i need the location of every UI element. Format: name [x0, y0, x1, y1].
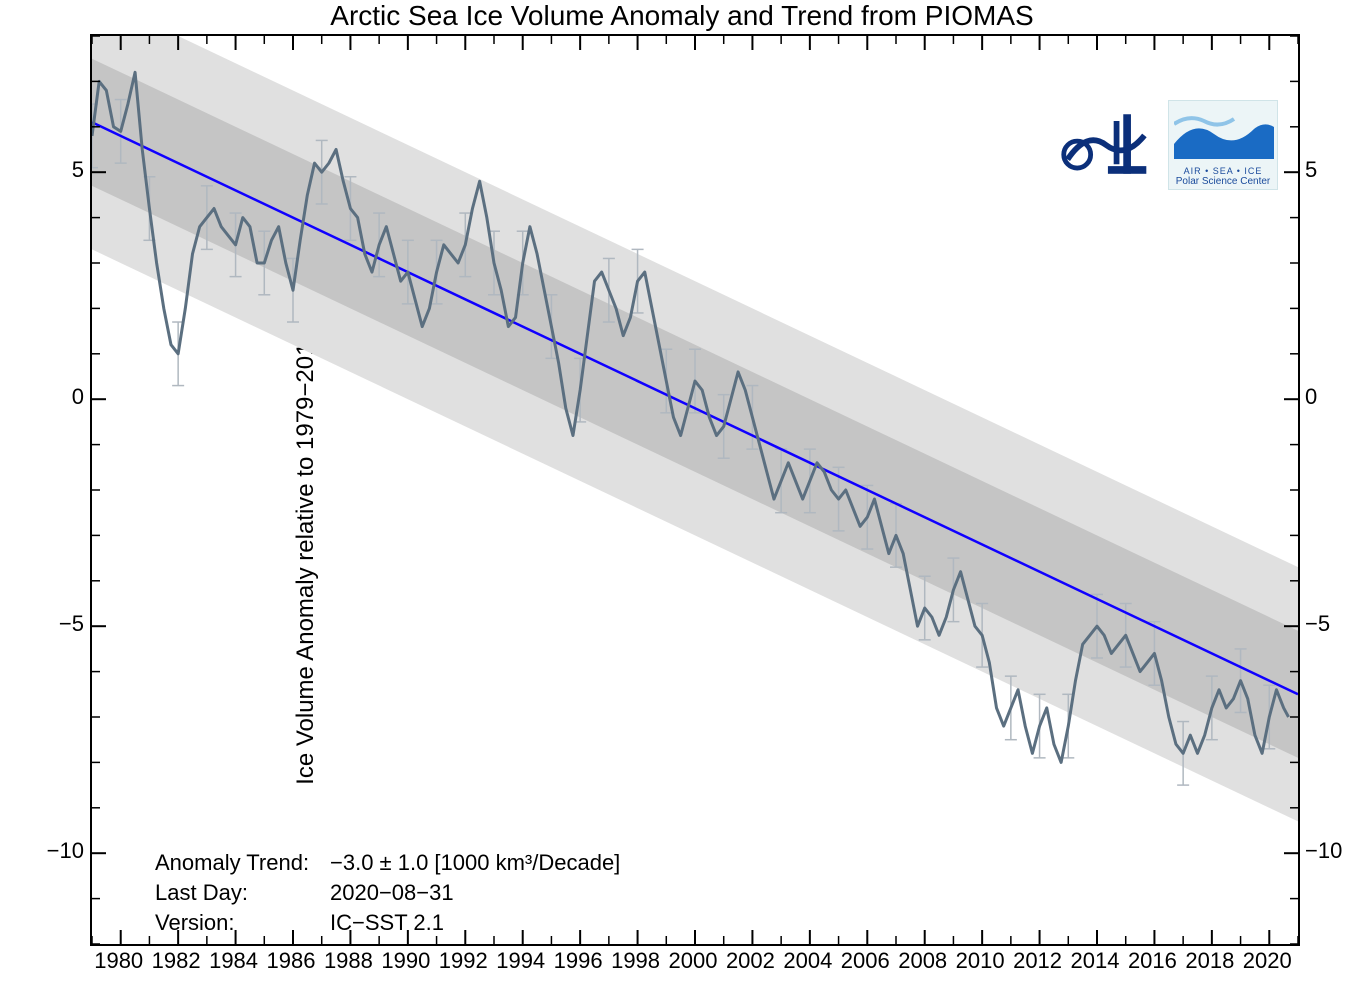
- apl-logo-icon: [1058, 106, 1154, 184]
- x-tick-label: 1986: [267, 948, 316, 974]
- info-lastday-value: 2020−08−31: [330, 880, 454, 906]
- x-tick-label: 2012: [1013, 948, 1062, 974]
- info-trend-label: Anomaly Trend:: [155, 850, 309, 876]
- x-tick-label: 1990: [381, 948, 430, 974]
- x-tick-label: 1998: [611, 948, 660, 974]
- x-tick-label: 2010: [956, 948, 1005, 974]
- plot-area: AIR • SEA • ICE Polar Science Center: [90, 34, 1300, 946]
- x-tick-label: 1994: [496, 948, 545, 974]
- y-tick-label-right: 0: [1305, 384, 1317, 410]
- x-tick-label: 2020: [1243, 948, 1292, 974]
- info-trend-value: −3.0 ± 1.0 [1000 km³/Decade]: [330, 850, 620, 876]
- x-tick-label: 2008: [898, 948, 947, 974]
- y-tick-label-left: −5: [59, 611, 84, 637]
- x-tick-label: 2006: [841, 948, 890, 974]
- chart-title: Arctic Sea Ice Volume Anomaly and Trend …: [0, 0, 1364, 32]
- x-tick-label: 1996: [554, 948, 603, 974]
- logo-container: AIR • SEA • ICE Polar Science Center: [1058, 100, 1278, 190]
- y-tick-label-left: 5: [72, 157, 84, 183]
- psc-wave-icon: [1174, 109, 1274, 159]
- info-version-label: Version:: [155, 910, 235, 936]
- y-tick-label-right: −5: [1305, 611, 1330, 637]
- psc-label-1: AIR • SEA • ICE: [1184, 166, 1263, 176]
- psc-logo-icon: AIR • SEA • ICE Polar Science Center: [1168, 100, 1278, 190]
- psc-label-2: Polar Science Center: [1176, 176, 1271, 187]
- x-tick-label: 1992: [439, 948, 488, 974]
- x-tick-label: 2000: [669, 948, 718, 974]
- x-tick-label: 2002: [726, 948, 775, 974]
- info-lastday-label: Last Day:: [155, 880, 248, 906]
- x-tick-label: 1982: [152, 948, 201, 974]
- x-tick-label: 2016: [1128, 948, 1177, 974]
- x-tick-label: 2004: [783, 948, 832, 974]
- y-tick-label-left: 0: [72, 384, 84, 410]
- y-tick-label-left: −10: [47, 838, 84, 864]
- x-tick-label: 1988: [324, 948, 373, 974]
- info-version-value: IC−SST 2.1: [330, 910, 444, 936]
- trend-line: [92, 122, 1298, 694]
- x-tick-label: 2018: [1185, 948, 1234, 974]
- x-tick-label: 2014: [1071, 948, 1120, 974]
- y-tick-label-right: 5: [1305, 157, 1317, 183]
- y-tick-label-right: −10: [1305, 838, 1342, 864]
- x-tick-label: 1980: [94, 948, 143, 974]
- chart-container: Arctic Sea Ice Volume Anomaly and Trend …: [0, 0, 1364, 993]
- x-tick-label: 1984: [209, 948, 258, 974]
